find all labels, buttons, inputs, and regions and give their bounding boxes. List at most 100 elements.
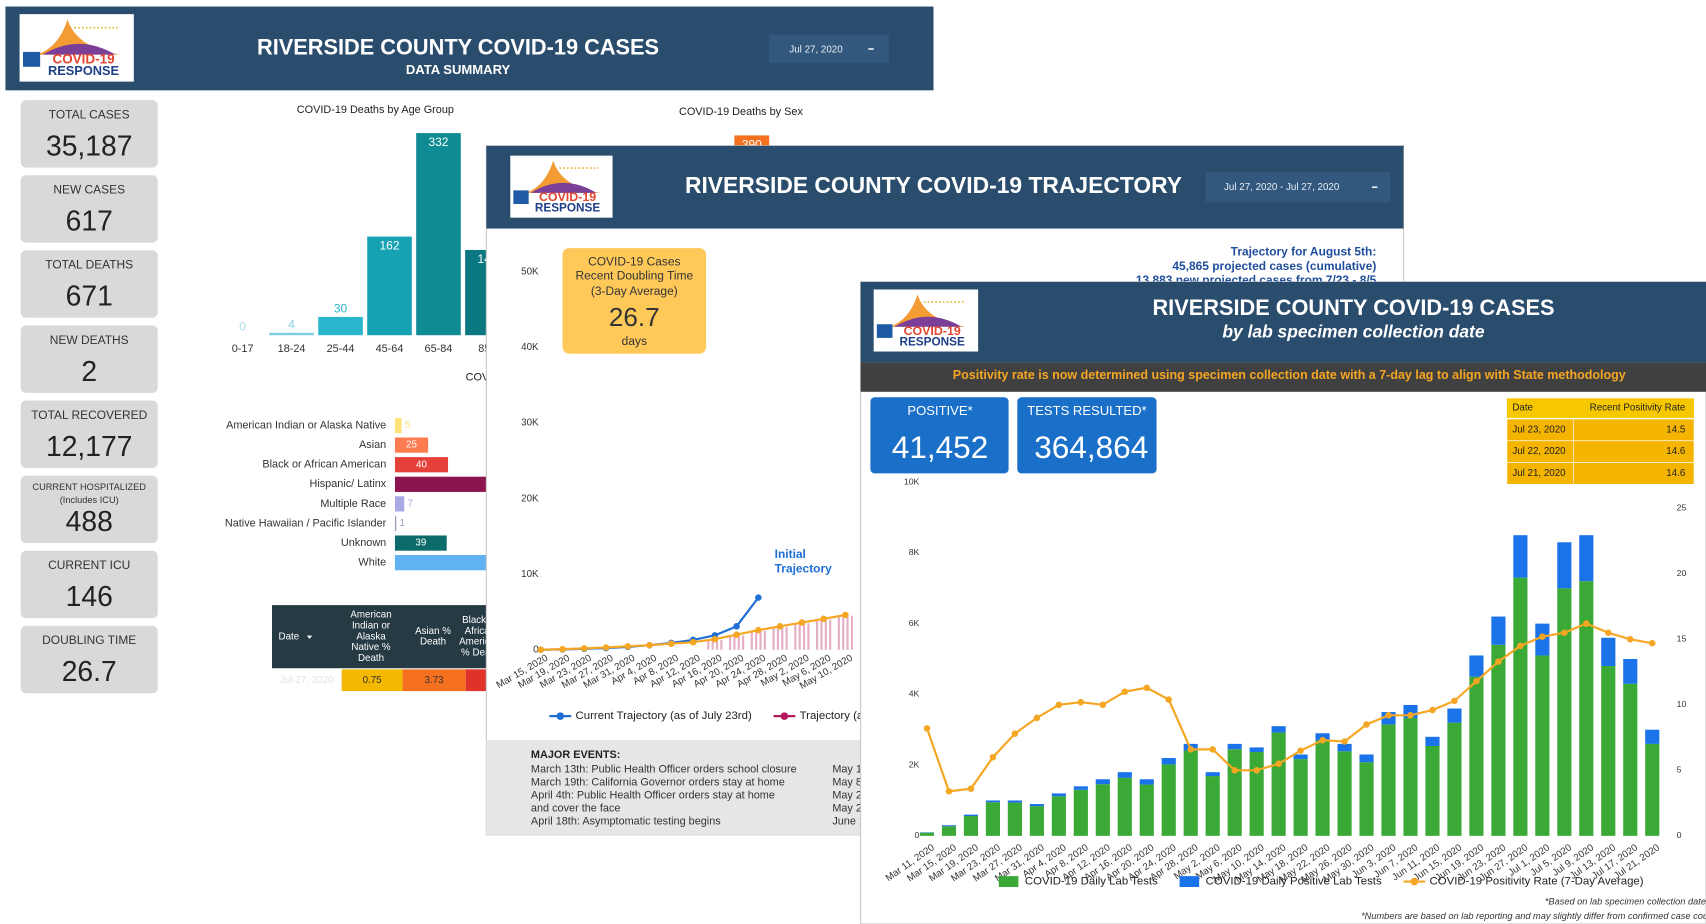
- value-label: 7: [408, 498, 413, 509]
- stat-note: (Includes ICU): [60, 495, 119, 505]
- bar: [1491, 644, 1506, 836]
- y2-tick-label: 15: [1677, 634, 1687, 644]
- stat-card: [20, 625, 158, 694]
- bar: [842, 615, 845, 650]
- point: [733, 631, 740, 638]
- value-label: 4: [288, 317, 295, 331]
- point: [668, 640, 675, 647]
- bar: [1359, 754, 1374, 763]
- point: [1077, 698, 1085, 706]
- legend-swatch: [556, 712, 565, 720]
- bar: [737, 635, 740, 650]
- table-row: [1506, 462, 1695, 485]
- logo-text: COVID-19: [904, 324, 961, 338]
- bar: [759, 630, 762, 650]
- bar: [941, 825, 957, 827]
- events-bg: [486, 740, 861, 835]
- annotation: Initial: [775, 547, 806, 561]
- bar: [772, 627, 775, 650]
- kpi-value: 364,864: [1034, 429, 1148, 465]
- point: [1495, 658, 1502, 665]
- bar: [394, 496, 405, 512]
- bar: [763, 630, 766, 650]
- bar: [720, 639, 723, 650]
- logo-text: RESPONSE: [48, 63, 120, 78]
- chart-title: COVID-19 Deaths by Sex: [679, 106, 803, 118]
- header-title: RIVERSIDE COUNTY COVID-19 TRAJECTORY: [685, 172, 1182, 198]
- y-tick-label: Native Hawaiian / Pacific Islander: [225, 517, 387, 529]
- annotation: Trajectory: [775, 561, 832, 575]
- x-tick-label: 25-44: [327, 343, 355, 355]
- point: [602, 644, 610, 651]
- stat-label: DOUBLING TIME: [42, 633, 136, 647]
- bar: [807, 623, 810, 650]
- bar: [1601, 637, 1616, 667]
- bar: [1051, 793, 1066, 797]
- bar: [816, 619, 819, 650]
- kpi-label: TESTS RESULTED*: [1027, 403, 1146, 418]
- date-dropdown[interactable]: [1205, 171, 1391, 203]
- bar: [1117, 772, 1132, 778]
- y-tick-label: 10K: [521, 569, 539, 580]
- bar: [820, 619, 823, 650]
- point: [1341, 738, 1348, 745]
- value-label: 40: [416, 459, 427, 470]
- bar: [1623, 658, 1638, 684]
- bar: [963, 816, 979, 836]
- y-tick-label: Unknown: [341, 537, 386, 549]
- bar: [1095, 779, 1110, 785]
- bar: [1535, 655, 1550, 836]
- stat-label: TOTAL RECOVERED: [31, 408, 147, 422]
- date-range[interactable]: Jul 27, 2020 - Jul 27, 2020: [1224, 182, 1340, 193]
- event-line: June 1: [832, 816, 865, 828]
- table-header-text: Date: [279, 631, 300, 642]
- bar: [1359, 762, 1374, 836]
- bar: [1249, 752, 1264, 836]
- point: [1627, 636, 1634, 643]
- bar: [1557, 588, 1572, 836]
- header-title: RIVERSIDE COUNTY COVID-19 CASES: [1152, 295, 1554, 320]
- point: [1055, 701, 1063, 709]
- bar: [394, 417, 402, 434]
- bar: [1029, 804, 1044, 807]
- date-value[interactable]: Jul 27, 2020: [789, 45, 843, 56]
- point: [1165, 696, 1173, 703]
- y-tick-label: 0: [915, 830, 920, 840]
- event-line: May 1: [832, 763, 862, 775]
- point: [1648, 639, 1656, 647]
- bar: [1315, 740, 1330, 836]
- y2-tick-label: 5: [1677, 765, 1682, 775]
- bar: [750, 630, 753, 650]
- bar: [1183, 750, 1198, 836]
- header-bar: [860, 281, 1706, 363]
- point: [1473, 677, 1480, 685]
- point: [1099, 701, 1107, 709]
- table-cell-text: 14.5: [1666, 424, 1686, 435]
- event-line: and cover the face: [531, 803, 620, 815]
- point: [1363, 721, 1370, 728]
- y2-tick-label: 20: [1677, 568, 1687, 578]
- doubling-box: [562, 248, 707, 354]
- stat-card: [20, 100, 158, 168]
- x-tick-label: 18-24: [278, 343, 306, 355]
- doubling-label: COVID-19 Cases: [588, 254, 680, 268]
- table-header-text: Date: [1512, 403, 1533, 414]
- header-title: RIVERSIDE COUNTY COVID-19 CASES: [257, 35, 659, 60]
- point: [1275, 760, 1282, 768]
- bar: [1601, 666, 1616, 836]
- value-label: 1: [400, 518, 405, 529]
- bar: [985, 802, 1000, 836]
- point: [755, 594, 762, 601]
- point: [1407, 712, 1414, 719]
- y-tick-label: 0: [533, 644, 539, 655]
- bar: [785, 627, 788, 650]
- bar: [850, 615, 853, 650]
- stat-label: TOTAL CASES: [49, 108, 130, 122]
- table-cell-text: Jul 22, 2020: [1512, 446, 1566, 457]
- stat-label: NEW CASES: [53, 183, 125, 197]
- point: [1429, 706, 1436, 714]
- event-line: May 2: [832, 803, 862, 815]
- bar: [1425, 746, 1440, 836]
- banner: [860, 362, 1706, 392]
